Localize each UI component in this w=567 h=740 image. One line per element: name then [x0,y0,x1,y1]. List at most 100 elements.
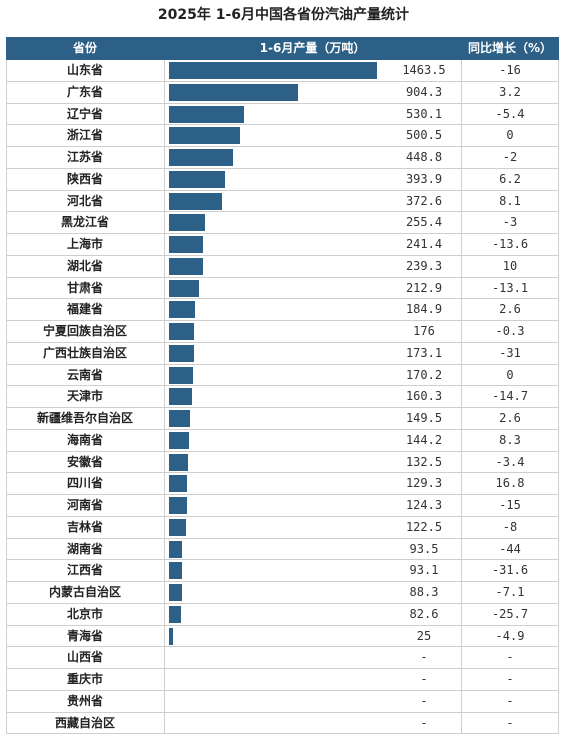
yoy-value: - [506,650,514,665]
table-row: 山东省 1463.5 -16 [6,60,559,82]
production-value: 88.3 [409,585,439,599]
yoy-value: 2.6 [499,302,521,317]
table-row: 吉林省 122.5 -8 [6,517,559,539]
yoy-value: 8.3 [499,432,521,447]
production-bar [169,388,192,406]
yoy-value: -44 [499,541,521,556]
table-row: 福建省 184.9 2.6 [6,299,559,321]
table-row: 重庆市 - - [6,669,559,691]
production-value: 93.1 [409,563,439,578]
production-bar [169,518,187,536]
production-bar [169,127,241,145]
table-row: 江西省 93.1 -31.6 [6,560,559,582]
production-value: 82.6 [409,606,439,621]
table-row: 江苏省 448.8 -2 [6,147,559,169]
production-value: - [420,650,428,665]
production-value: 149.5 [405,411,443,425]
yoy-value: 6.2 [499,171,521,186]
production-value: 184.9 [405,302,443,317]
yoy-value: 2.6 [499,411,521,425]
table-row: 内蒙古自治区 88.3 -7.1 [6,582,559,604]
production-bar [169,105,245,123]
yoy-value: -31 [499,345,521,360]
table-row: 黑龙江省 255.4 -3 [6,212,559,234]
column-divider [558,60,559,735]
production-value: 132.5 [405,454,443,469]
yoy-value: -2 [502,150,518,164]
table-row: 宁夏回族自治区 176 -0.3 [6,321,559,343]
province-label: 福建省 [66,302,103,317]
province-label: 青海省 [66,628,103,643]
yoy-value: 0 [506,367,514,382]
yoy-value: 3.2 [499,84,521,99]
province-label: 天津市 [66,389,103,404]
header-province: 省份 [72,41,97,55]
table-row: 海南省 144.2 8.3 [6,430,559,452]
chart-title: 2025年 1-6月中国各省份汽油产量统计 [157,7,410,23]
production-value: 448.8 [405,150,443,164]
production-bar [169,453,188,471]
province-label: 甘肃省 [66,280,103,295]
yoy-value: -25.7 [491,606,529,621]
header-production: 1-6月产量（万吨） [259,41,366,55]
yoy-value: - [506,715,514,730]
production-value: 1463.5 [402,63,446,77]
yoy-value: -13.6 [491,237,529,251]
province-label: 浙江省 [66,128,103,143]
table-row: 广东省 904.3 3.2 [6,82,559,104]
table-row: 河北省 372.6 8.1 [6,191,559,213]
province-label: 四川省 [66,476,103,491]
header-yoy: 同比增长（%） [467,41,553,55]
table-row: 湖北省 239.3 10 [6,256,559,278]
yoy-value: -31.6 [491,563,529,578]
production-value: 160.3 [405,389,443,404]
production-value: 530.1 [405,106,443,121]
production-value: 255.4 [405,215,443,230]
table-row: 甘肃省 212.9 -13.1 [6,278,559,300]
production-bar [169,366,194,384]
province-label: 山东省 [66,63,103,77]
province-label: 上海市 [66,237,103,251]
production-value: 129.3 [405,476,443,491]
yoy-value: -8 [502,519,518,534]
production-value: - [420,672,428,686]
table-row: 安徽省 132.5 -3.4 [6,452,559,474]
province-label: 北京市 [66,606,103,621]
province-label: 西藏自治区 [54,715,115,730]
table-row: 浙江省 500.5 0 [6,125,559,147]
production-bar [169,192,222,210]
yoy-value: 8.1 [499,193,521,208]
production-bar [169,170,225,188]
province-label: 河南省 [66,498,103,512]
production-value: 393.9 [405,171,443,186]
production-value: - [420,693,428,708]
production-value: 93.5 [409,541,439,556]
production-bar [169,562,183,580]
yoy-value: - [506,693,514,708]
yoy-value: -14.7 [491,389,529,404]
province-label: 广东省 [66,84,103,99]
column-divider [6,60,7,735]
table-row: 广西壮族自治区 173.1 -31 [6,343,559,365]
production-value: 173.1 [405,345,443,360]
province-label: 广西壮族自治区 [42,345,127,360]
table-row: 陕西省 393.9 6.2 [6,169,559,191]
table-row: 四川省 129.3 16.8 [6,473,559,495]
production-bar [169,540,183,558]
production-bar [169,627,173,645]
production-bar [169,475,188,493]
table-header: 省份 1-6月产量（万吨） 同比增长（%） [6,37,559,60]
production-bar [169,149,233,166]
production-bar [169,431,190,449]
table-row: 云南省 170.2 0 [6,365,559,387]
table-row: 上海市 241.4 -13.6 [6,234,559,256]
province-label: 安徽省 [66,454,103,469]
yoy-value: -3.4 [495,454,525,469]
province-label: 内蒙古自治区 [48,585,121,599]
production-value: 170.2 [405,367,443,382]
yoy-value: -3 [502,215,518,230]
production-bar [169,584,182,601]
table-row: 山西省 - - [6,647,559,669]
table-row: 西藏自治区 - - [6,713,559,735]
production-bar [169,410,191,427]
